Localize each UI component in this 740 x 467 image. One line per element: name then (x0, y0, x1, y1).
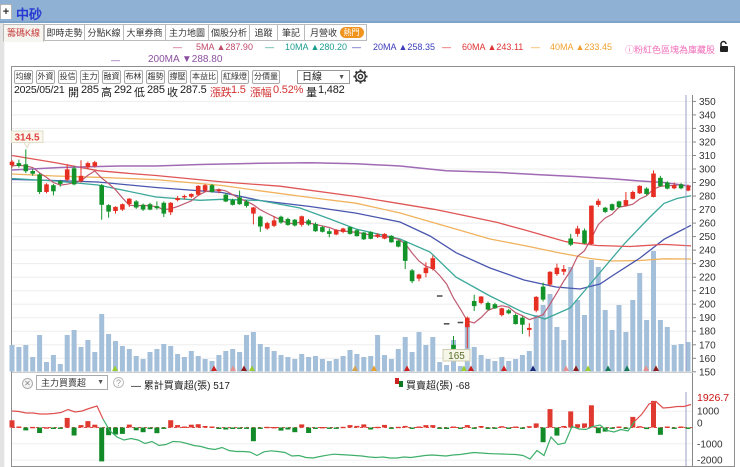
svg-text:290: 290 (699, 178, 716, 189)
svg-text:260: 260 (699, 219, 716, 230)
svg-text:310: 310 (699, 151, 716, 162)
svg-text:160: 160 (699, 354, 716, 365)
svg-text:340: 340 (699, 110, 716, 121)
svg-text:180: 180 (699, 327, 716, 338)
svg-text:170: 170 (699, 340, 716, 351)
svg-text:190: 190 (699, 313, 716, 324)
svg-text:280: 280 (699, 192, 716, 203)
svg-text:270: 270 (699, 205, 716, 216)
svg-text:330: 330 (699, 124, 716, 135)
svg-text:350: 350 (699, 97, 716, 108)
svg-text:300: 300 (699, 165, 716, 176)
svg-text:240: 240 (699, 246, 716, 257)
svg-text:0: 0 (697, 419, 703, 430)
svg-text:1926.7: 1926.7 (697, 392, 729, 404)
svg-text:250: 250 (699, 232, 716, 243)
svg-text:165: 165 (448, 351, 465, 362)
svg-text:314.5: 314.5 (14, 133, 39, 144)
svg-text:200: 200 (699, 300, 716, 311)
svg-text:320: 320 (699, 138, 716, 149)
svg-text:150: 150 (699, 367, 716, 378)
svg-text:-2000: -2000 (697, 456, 723, 467)
svg-text:210: 210 (699, 286, 716, 297)
svg-text:-1000: -1000 (697, 439, 723, 450)
svg-text:1000: 1000 (697, 407, 720, 418)
svg-text:230: 230 (699, 259, 716, 270)
svg-text:220: 220 (699, 273, 716, 284)
